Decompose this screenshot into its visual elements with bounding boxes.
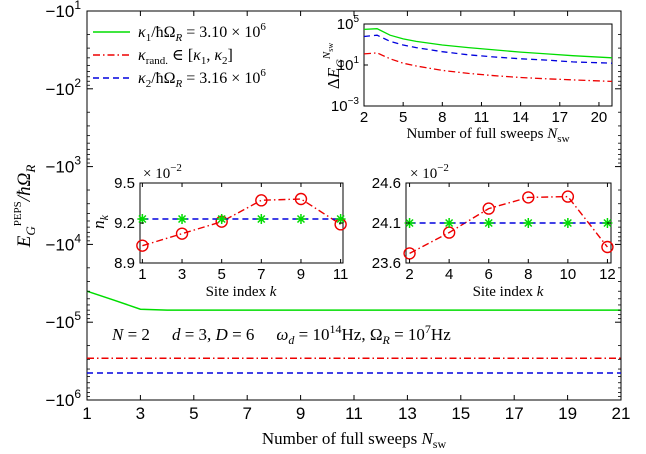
main-y-tick-label: −106 — [45, 387, 81, 410]
main-y-tick-label: −104 — [45, 231, 81, 254]
inset-occupation-asterisk-marker — [335, 214, 346, 224]
inset-even-x-label: Site index k — [473, 284, 544, 300]
inset-energy-series-line-3 — [363, 52, 613, 83]
inset-energy-x-tick-label: 11 — [474, 109, 490, 126]
main-y-tick-label: −103 — [45, 154, 81, 177]
legend-label-kappa-rand: κrand. ∈ [κ1, κ2] — [138, 47, 233, 67]
inset-energy-x-tick-label: 17 — [551, 109, 568, 126]
inset-occupation-circle-marker — [255, 194, 268, 207]
main-series-line-1 — [86, 290, 621, 311]
inset-occupation-x-tick-label: 2 — [405, 266, 413, 283]
inset-occupation-y-tick-label: 8.9 — [114, 255, 135, 272]
inset-occupation-circle-marker — [175, 227, 189, 240]
inset-energy-x-label: Number of full sweeps Nsw — [406, 126, 569, 145]
inset-occupation-x-tick-label: 9 — [297, 266, 305, 283]
inset-occupation-x-tick-label: 11 — [333, 266, 349, 283]
inset-occupation-y-tick-label: 24.6 — [372, 175, 401, 192]
main-x-tick-label: 17 — [505, 404, 524, 423]
inset-occupation-series-line-1 — [409, 195, 608, 255]
inset-occupation-even: 2 4 6 8 10 12 24.624.123.6 × 10−2 Site index … — [372, 162, 616, 300]
inset-occupation-asterisk-marker — [177, 214, 188, 224]
main-x-tick-label: 19 — [558, 404, 577, 423]
main-y-tick-label: −105 — [45, 309, 81, 332]
inset-occupation-asterisk-marker — [444, 218, 455, 228]
inset-occupation-y-tick-label: 23.6 — [372, 255, 401, 272]
inset-occupation-x-tick-label: 12 — [599, 266, 616, 283]
main-x-tick-label: 7 — [242, 404, 251, 423]
main-x-tick-label: 9 — [296, 404, 305, 423]
main-y-axis-label: EGPEPS/ħΩR — [12, 165, 38, 249]
inset-odd-frame — [139, 182, 344, 264]
inset-energy-x-tick-label: 5 — [399, 109, 407, 126]
inset-occupation-asterisk-marker — [216, 214, 227, 224]
main-x-tick-label: 5 — [189, 404, 198, 423]
main-x-axis-label: Number of full sweeps Nsw — [262, 429, 447, 451]
inset-occupation-circle-marker — [136, 239, 149, 252]
inset-occupation-series-line-1 — [142, 198, 341, 247]
main-x-tick-label: 11 — [345, 404, 363, 423]
inset-occupation-x-tick-label: 1 — [138, 266, 146, 283]
inset-energy-y-tick-label: 10−3 — [331, 96, 360, 115]
inset-energy-x-tick-label: 8 — [438, 109, 446, 126]
inset-occupation-circle-marker — [522, 191, 535, 204]
inset-occupation-x-tick-label: 5 — [218, 266, 226, 283]
inset-occupation-asterisk-marker — [562, 218, 573, 228]
main-x-tick-label: 21 — [612, 404, 631, 423]
main-x-tick-label: 3 — [136, 404, 145, 423]
inset-occupation-odd: 1 3 5 7 9 11 9.59.28.9 × 10−2 nk Site index k — [89, 162, 348, 300]
main-y-tick-label: −102 — [45, 76, 81, 99]
inset-occupation-asterisk-marker — [137, 214, 148, 224]
inset-occupation-asterisk-marker — [256, 214, 267, 224]
inset-energy-frame — [363, 23, 613, 107]
inset-energy-series-line-2 — [363, 34, 613, 64]
inset-occupation-circle-marker — [482, 202, 495, 215]
inset-occupation-circle-marker — [561, 190, 575, 203]
main-x-tick-label: 15 — [451, 404, 470, 423]
main-y-tick-label: −101 — [45, 0, 81, 21]
inset-occupation-x-tick-label: 4 — [445, 266, 453, 283]
inset-occupation-asterisk-marker — [295, 214, 306, 224]
inset-occupation-x-tick-label: 8 — [524, 266, 532, 283]
legend-label-kappa1: κ1/ħΩR = 3.10 × 106 — [138, 21, 266, 44]
main-x-tick-label: 13 — [398, 404, 417, 423]
inset-occupation-x-tick-label: 7 — [257, 266, 265, 283]
inset-occupation-circle-marker — [294, 192, 308, 206]
inset-energy-x-tick-label: 14 — [512, 109, 529, 126]
legend-label-kappa2: κ2/ħΩR = 3.16 × 106 — [138, 67, 266, 90]
inset-energy-x-tick-label: 20 — [591, 109, 608, 126]
inset-occupation-asterisk-marker — [523, 218, 534, 228]
inset-energy-x-tick-label: 2 — [360, 109, 368, 126]
inset-occupation-asterisk-marker — [483, 218, 494, 228]
inset-occupation-y-tick-label: 24.1 — [372, 215, 401, 232]
inset-occupation-y-tick-label: 9.5 — [114, 175, 135, 192]
legend: κ1/ħΩR = 3.10 × 106 κrand. ∈ [κ1, κ2] κ2… — [93, 21, 266, 90]
inset-energy-series-line-1 — [363, 28, 613, 59]
inset-occupation-x-tick-label: 3 — [178, 266, 186, 283]
main-x-tick-label: 1 — [82, 404, 91, 423]
inset-odd-x-label: Site index k — [206, 284, 277, 300]
inset-occupation-circle-marker — [601, 240, 614, 254]
inset-energy-y-tick-label: 101 — [337, 55, 360, 74]
inset-occupation-x-tick-label: 6 — [485, 266, 493, 283]
inset-energy-y-tick-label: 105 — [337, 14, 360, 33]
inset-occupation-y-tick-label: 9.2 — [114, 215, 135, 232]
inset-occupation-x-tick-label: 10 — [560, 266, 577, 283]
inset-occupation-circle-marker — [403, 247, 416, 260]
